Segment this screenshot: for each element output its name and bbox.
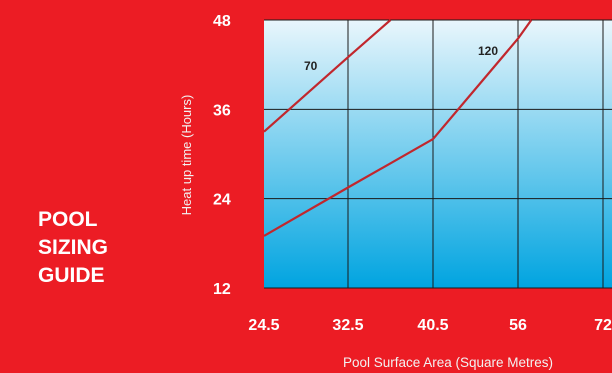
x-tick-label: 72: [594, 317, 612, 334]
series-label-70: 70: [304, 59, 318, 73]
side-title-line-3: GUIDE: [38, 264, 105, 287]
y-tick-label: 36: [213, 102, 231, 119]
series-line-70: [263, 19, 392, 133]
x-axis-label: Pool Surface Area (Square Metres): [343, 355, 553, 370]
y-tick-label: 12: [213, 281, 231, 298]
x-tick-label: 40.5: [417, 317, 448, 334]
series-line-120: [263, 19, 533, 237]
y-axis-label: Heat up time (Hours): [179, 95, 194, 216]
x-tick-label: 24.5: [248, 317, 279, 334]
y-tick-label: 24: [213, 192, 231, 209]
x-tick-label: 32.5: [332, 317, 363, 334]
side-title-line-1: POOL: [38, 208, 98, 231]
side-title: POOL SIZING GUIDE: [38, 206, 108, 290]
series-label-120: 120: [478, 44, 498, 58]
series-lines: [263, 19, 533, 237]
y-tick-labels: 48 36 24 12: [213, 13, 231, 298]
x-tick-label: 56: [509, 317, 527, 334]
grid-lines: [264, 19, 612, 289]
series-labels: 70 120: [304, 44, 498, 73]
plot-area: [264, 20, 612, 288]
x-tick-labels: 24.5 32.5 40.5 56 72: [248, 317, 612, 334]
y-tick-label: 48: [213, 13, 231, 30]
side-title-line-2: SIZING: [38, 236, 109, 259]
